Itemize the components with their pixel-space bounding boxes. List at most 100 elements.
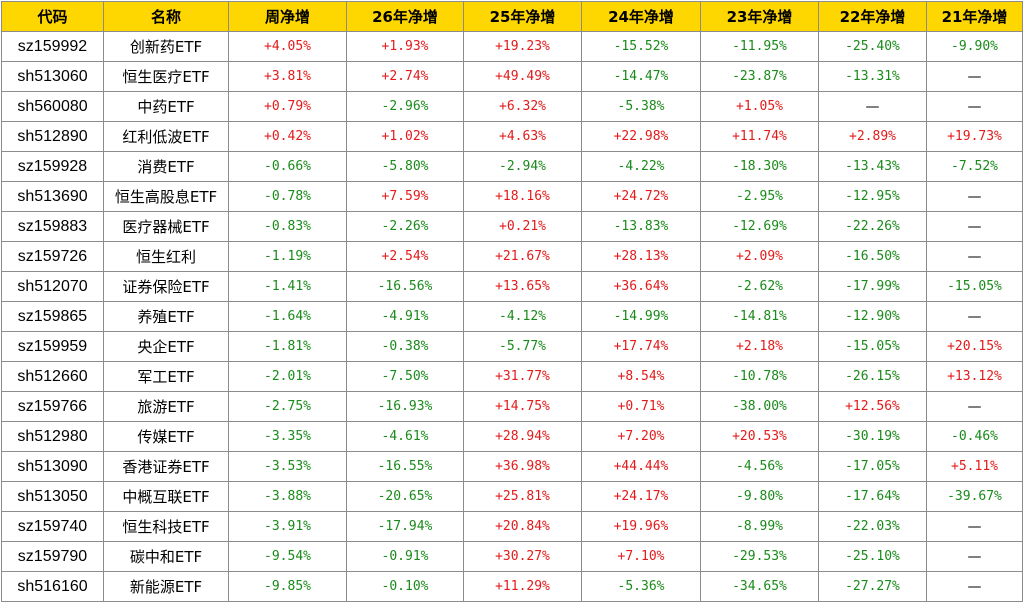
table-row: sz159865 养殖ETF -1.64% -4.91% -4.12% -14.99% -1… [1, 301, 1023, 332]
table-row: sh512890 红利低波ETF +0.42% +1.02% +4.63% +22.98%… [1, 121, 1023, 152]
code-cell: sz159865 [1, 301, 104, 332]
header-week: 周净增 [228, 1, 347, 32]
table-row: sh513690 恒生高股息ETF -0.78% +7.59% +18.16% +24.7… [1, 181, 1023, 212]
name-cell: 央企ETF [103, 331, 229, 362]
y2023-cell: -34.65% [700, 571, 819, 602]
code-cell: sz159883 [1, 211, 104, 242]
week-cell: -1.19% [228, 241, 347, 272]
table-row: sh512070 证券保险ETF -1.41% -16.56% +13.65% +36.6… [1, 271, 1023, 302]
y2021-cell: — [926, 241, 1023, 272]
y2022-cell: -22.26% [818, 211, 927, 242]
y2021-cell: -9.90% [926, 31, 1023, 62]
y2021-cell: — [926, 391, 1023, 422]
y2024-cell: +19.96% [581, 511, 701, 542]
y2025-cell: -4.12% [463, 301, 582, 332]
y2024-cell: +8.54% [581, 361, 701, 392]
header-name: 名称 [103, 1, 229, 32]
y2022-cell: -16.50% [818, 241, 927, 272]
week-cell: -1.64% [228, 301, 347, 332]
y2022-cell: -27.27% [818, 571, 927, 602]
y2021-cell: -0.46% [926, 421, 1023, 452]
y2023-cell: -12.69% [700, 211, 819, 242]
y2025-cell: +36.98% [463, 451, 582, 482]
code-cell: sz159740 [1, 511, 104, 542]
code-cell: sh512660 [1, 361, 104, 392]
name-cell: 创新药ETF [103, 31, 229, 62]
y2026-cell: +7.59% [346, 181, 464, 212]
y2024-cell: +22.98% [581, 121, 701, 152]
week-cell: -1.81% [228, 331, 347, 362]
y2022-cell: -22.03% [818, 511, 927, 542]
week-cell: -3.35% [228, 421, 347, 452]
week-cell: -9.54% [228, 541, 347, 572]
y2026-cell: -5.80% [346, 151, 464, 182]
name-cell: 医疗器械ETF [103, 211, 229, 242]
y2026-cell: -16.93% [346, 391, 464, 422]
y2026-cell: -20.65% [346, 481, 464, 512]
y2026-cell: -16.55% [346, 451, 464, 482]
y2024-cell: +36.64% [581, 271, 701, 302]
week-cell: -0.78% [228, 181, 347, 212]
code-cell: sz159726 [1, 241, 104, 272]
code-cell: sz159959 [1, 331, 104, 362]
y2026-cell: -4.61% [346, 421, 464, 452]
code-cell: sh560080 [1, 91, 104, 122]
table-row: sz159992 创新药ETF +4.05% +1.93% +19.23% -15.52%… [1, 31, 1023, 62]
code-cell: sh513090 [1, 451, 104, 482]
y2021-cell: -7.52% [926, 151, 1023, 182]
y2022-cell: -17.64% [818, 481, 927, 512]
y2024-cell: +17.74% [581, 331, 701, 362]
y2025-cell: +28.94% [463, 421, 582, 452]
code-cell: sh516160 [1, 571, 104, 602]
y2023-cell: -23.87% [700, 61, 819, 92]
y2023-cell: +20.53% [700, 421, 819, 452]
y2021-cell: — [926, 211, 1023, 242]
y2022-cell: -26.15% [818, 361, 927, 392]
week-cell: +0.79% [228, 91, 347, 122]
table-row: sh560080 中药ETF +0.79% -2.96% +6.32% -5.38% +1.… [1, 91, 1023, 122]
y2023-cell: -14.81% [700, 301, 819, 332]
y2024-cell: -13.83% [581, 211, 701, 242]
y2024-cell: -15.52% [581, 31, 701, 62]
header-2021: 21年净增 [926, 1, 1023, 32]
y2022-cell: +12.56% [818, 391, 927, 422]
y2023-cell: -11.95% [700, 31, 819, 62]
week-cell: -9.85% [228, 571, 347, 602]
y2024-cell: +24.72% [581, 181, 701, 212]
y2024-cell: +44.44% [581, 451, 701, 482]
y2023-cell: -10.78% [700, 361, 819, 392]
y2024-cell: +7.10% [581, 541, 701, 572]
y2023-cell: -4.56% [700, 451, 819, 482]
y2023-cell: +2.18% [700, 331, 819, 362]
y2025-cell: +20.84% [463, 511, 582, 542]
y2024-cell: -14.99% [581, 301, 701, 332]
code-cell: sz159928 [1, 151, 104, 182]
week-cell: -3.88% [228, 481, 347, 512]
code-cell: sh512070 [1, 271, 104, 302]
y2024-cell: -4.22% [581, 151, 701, 182]
y2022-cell: -17.99% [818, 271, 927, 302]
y2026-cell: +2.54% [346, 241, 464, 272]
name-cell: 养殖ETF [103, 301, 229, 332]
table-row: sz159959 央企ETF -1.81% -0.38% -5.77% +17.74% +2… [1, 331, 1023, 362]
week-cell: -3.91% [228, 511, 347, 542]
y2023-cell: -38.00% [700, 391, 819, 422]
y2023-cell: -2.62% [700, 271, 819, 302]
name-cell: 新能源ETF [103, 571, 229, 602]
week-cell: -2.75% [228, 391, 347, 422]
y2022-cell: -17.05% [818, 451, 927, 482]
code-cell: sz159766 [1, 391, 104, 422]
y2021-cell: +19.73% [926, 121, 1023, 152]
code-cell: sh513050 [1, 481, 104, 512]
header-2026: 26年净增 [346, 1, 464, 32]
y2026-cell: -2.96% [346, 91, 464, 122]
header-code: 代码 [1, 1, 104, 32]
y2021-cell: — [926, 61, 1023, 92]
y2022-cell: -15.05% [818, 331, 927, 362]
y2025-cell: +25.81% [463, 481, 582, 512]
name-cell: 证券保险ETF [103, 271, 229, 302]
table-row: sz159766 旅游ETF -2.75% -16.93% +14.75% +0.71% -… [1, 391, 1023, 422]
y2026-cell: -16.56% [346, 271, 464, 302]
y2024-cell: -5.36% [581, 571, 701, 602]
y2023-cell: +2.09% [700, 241, 819, 272]
